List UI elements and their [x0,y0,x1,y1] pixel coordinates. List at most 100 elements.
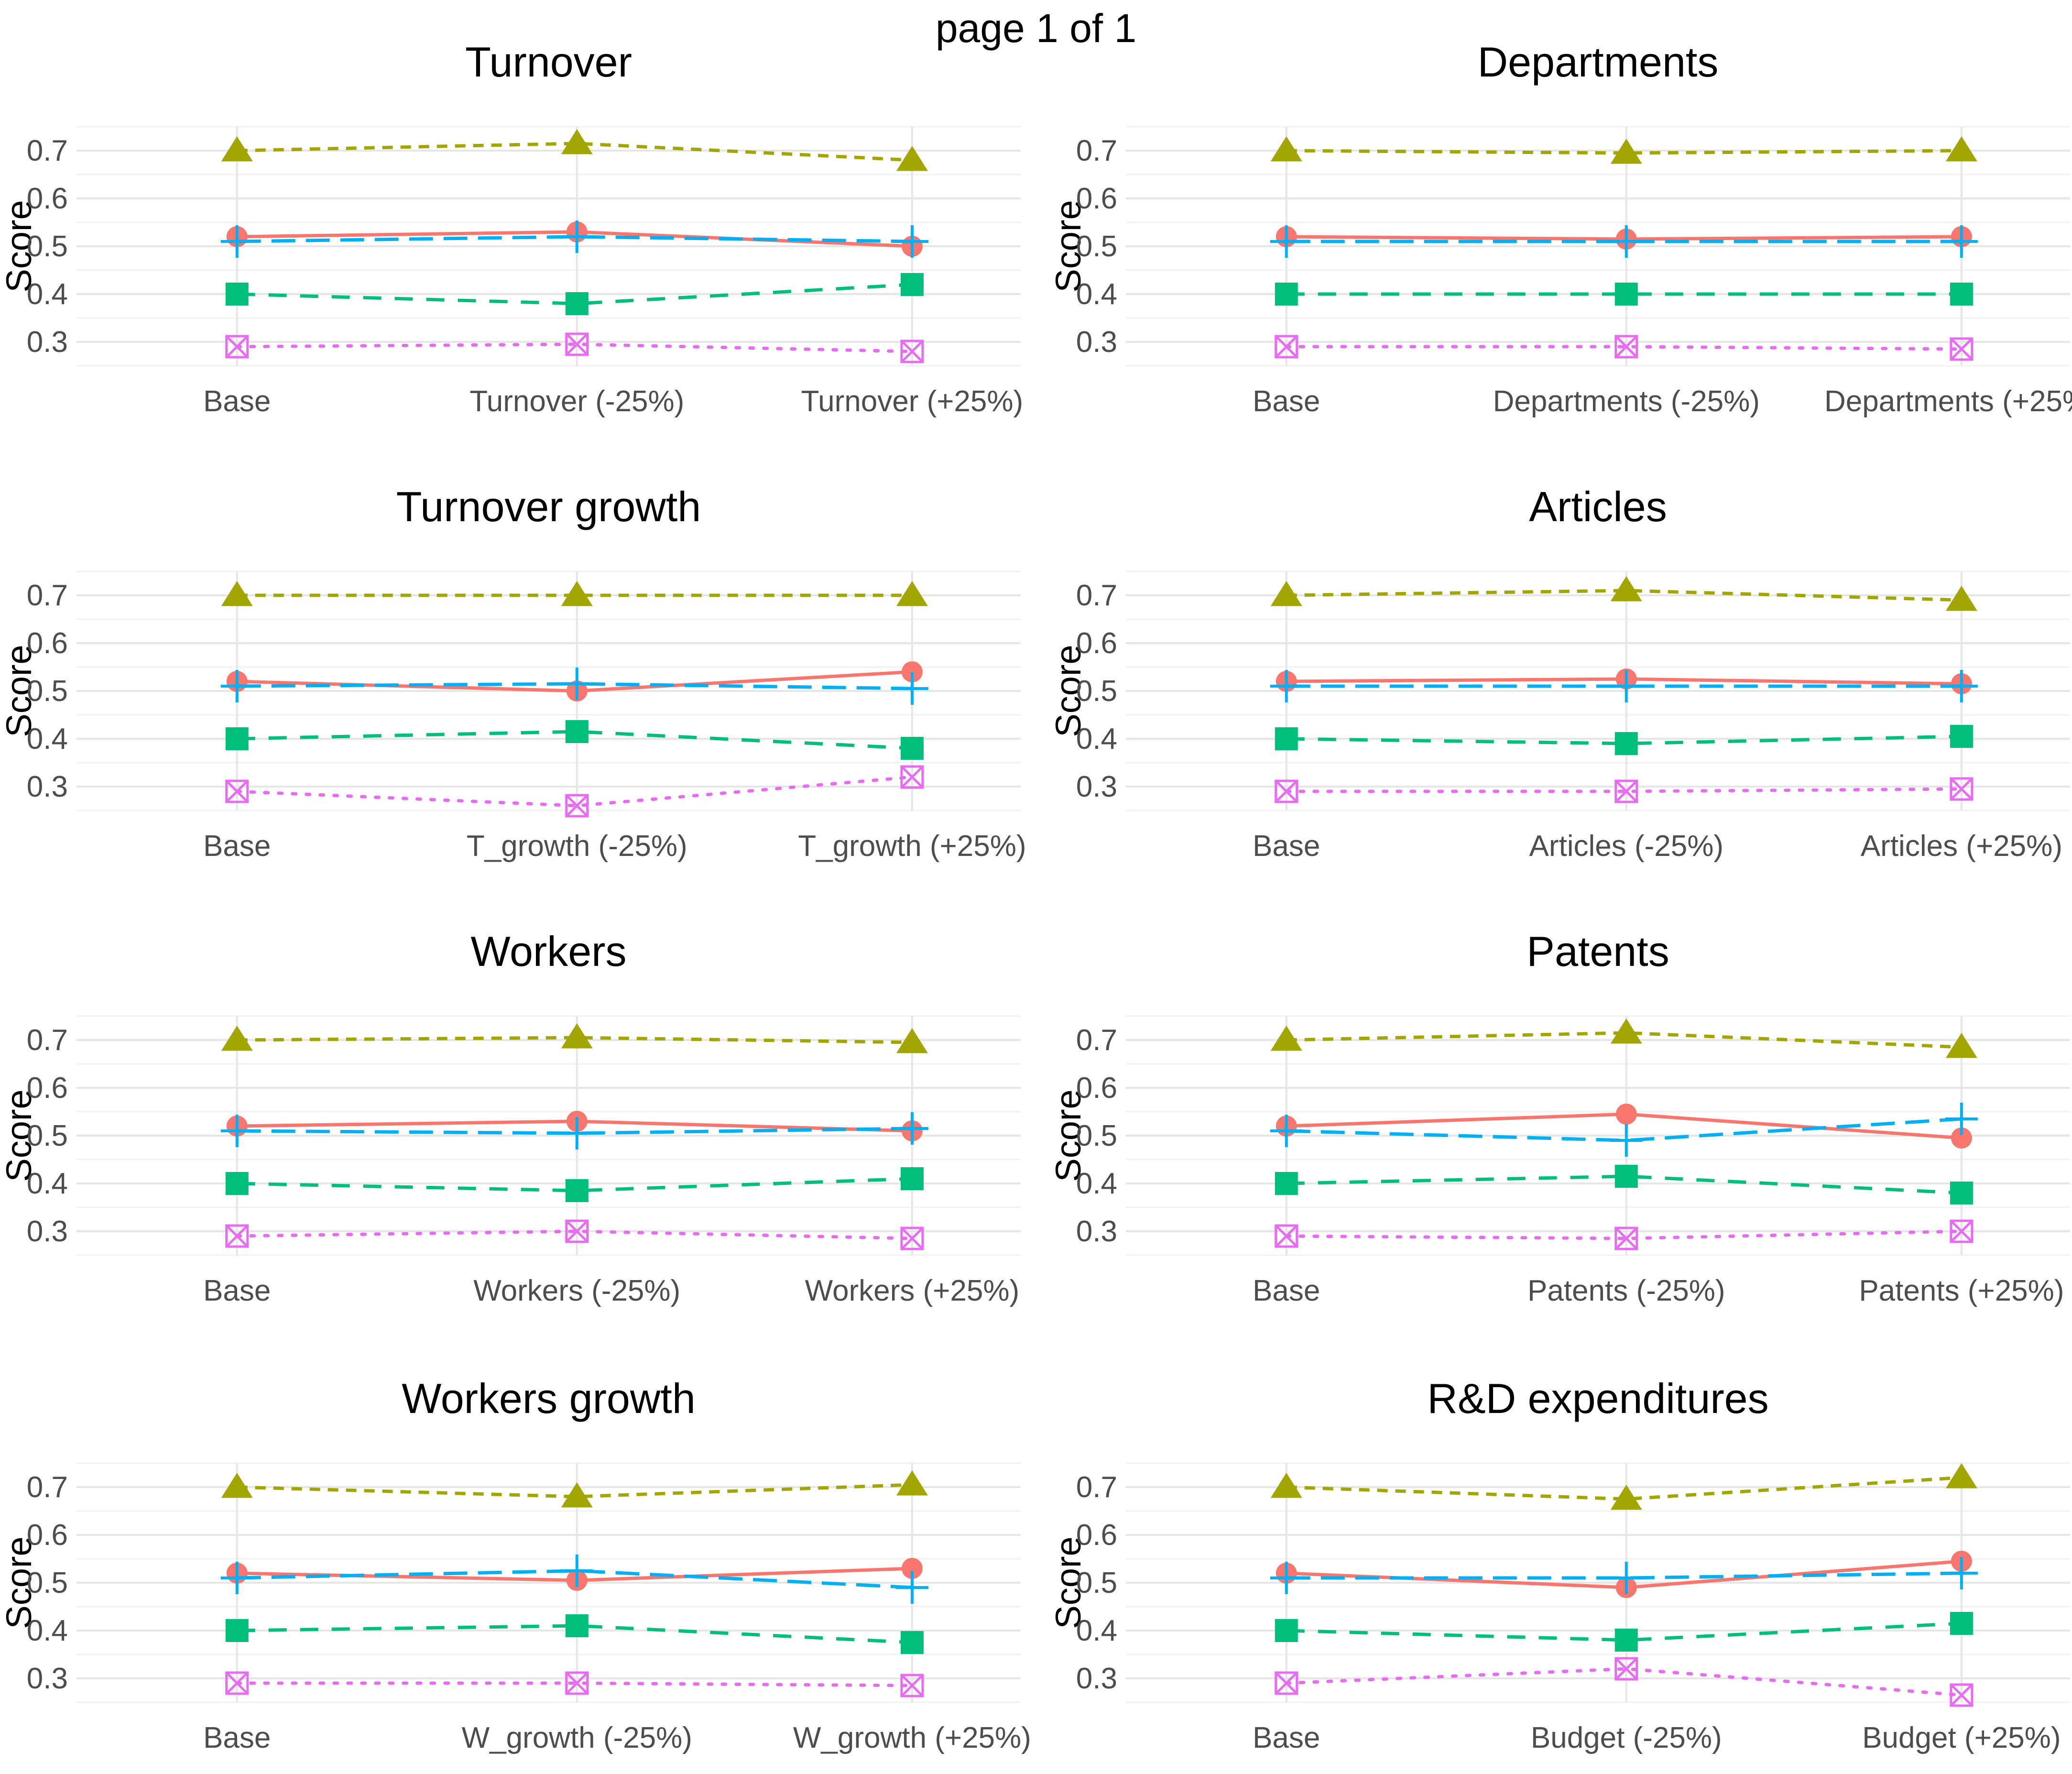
point-boxx-box [225,1224,249,1248]
panel-title: Articles [1529,483,1667,530]
y-tick-label: 0.3 [27,770,68,803]
x-tick-label: Workers (-25%) [473,1274,680,1307]
series-line-plus [237,682,912,690]
point-plus [560,220,593,253]
point-boxx [900,1226,924,1250]
point-boxx-box [1275,1224,1298,1248]
point-boxx-box [565,794,589,818]
panel-title: Patents [1527,928,1669,975]
series-plus [1270,225,1978,258]
point-triangle [896,1028,928,1053]
series-plus [1270,670,1978,702]
point-plus [1945,1557,1978,1589]
point-triangle [1610,139,1642,164]
y-tick-label: 0.7 [1076,1024,1117,1057]
point-plus [560,1117,593,1150]
x-tick-label: Patents (-25%) [1527,1274,1725,1307]
point-triangle [896,146,928,171]
point-triangle [561,581,593,606]
point-boxx-diag2 [225,1672,249,1695]
series-line-plus [237,235,912,243]
series-triangle [221,1023,928,1053]
x-tick-label: W_growth (+25%) [793,1721,1031,1754]
x-tick-label: Base [1253,1274,1320,1307]
y-tick-label: 0.3 [1076,1215,1117,1248]
y-axis-label: Score [1048,1536,1088,1629]
point-boxx-box [1275,779,1298,803]
point-plus [1270,225,1303,258]
point-boxx-diag2 [1614,1657,1638,1680]
point-plus [1610,670,1643,702]
point-boxx [225,335,249,359]
point-boxx [1950,337,1974,361]
series-circle [226,1111,923,1141]
panel-title: Turnover growth [396,483,701,530]
point-square [900,273,924,296]
x-tick-label: Base [203,1721,271,1754]
y-tick-label: 0.4 [1076,1614,1117,1647]
point-triangle [561,1023,593,1049]
point-boxx-diag2 [225,335,249,358]
x-tick-label: Workers (+25%) [805,1274,1019,1307]
point-circle [1951,1128,1972,1149]
point-triangle [896,581,928,606]
point-boxx-box [565,1671,589,1695]
y-tick-label: 0.5 [1076,1566,1117,1599]
point-boxx [1614,1657,1638,1681]
y-tick-label: 0.3 [1076,1662,1117,1695]
series-line-boxx [235,342,914,353]
point-plus [1270,1115,1303,1147]
point-boxx [1614,335,1638,359]
point-plus [895,672,928,705]
point-boxx [1950,1219,1974,1243]
point-triangle [1270,1026,1302,1051]
panel-title: Turnover [465,38,632,86]
point-boxx [1275,779,1298,803]
y-tick-label: 0.6 [27,1072,68,1105]
series-line-triangle [237,142,913,162]
point-square [1614,732,1638,755]
point-triangle [1610,1485,1642,1510]
point-boxx-box [225,335,249,359]
point-plus [560,668,593,700]
series-square [225,1614,924,1654]
series-plus [220,220,928,258]
point-plus [1610,225,1643,258]
point-square [1275,1619,1298,1642]
y-tick-label: 0.7 [1076,134,1117,167]
point-boxx-box [900,339,924,363]
point-boxx-box [1950,1683,1974,1707]
point-boxx-diag2 [1275,1225,1298,1248]
point-boxx-diag2 [1950,338,1973,361]
point-boxx-diag2 [1275,780,1298,803]
series-square [1275,283,1973,306]
point-boxx [1614,1226,1638,1250]
y-axis-label: Score [0,1536,39,1629]
point-boxx-diag2 [1950,1220,1973,1243]
point-boxx-box [900,1674,924,1697]
y-tick-label: 0.4 [27,1614,68,1647]
y-tick-label: 0.6 [27,627,68,660]
y-tick-label: 0.4 [27,278,68,311]
x-tick-label: Budget (-25%) [1531,1721,1722,1754]
point-boxx-box [565,1219,589,1243]
point-boxx-box [1950,777,1974,801]
point-boxx-diag2 [1275,335,1298,358]
point-boxx-box [565,332,589,356]
point-triangle [221,136,253,162]
point-boxx [1950,1683,1974,1707]
point-boxx-diag2 [1950,777,1973,800]
point-plus [1945,1103,1978,1135]
point-triangle [896,1470,928,1496]
x-tick-label: Turnover (+25%) [801,385,1024,418]
series-line-plus [1286,1571,1962,1580]
point-triangle [221,1473,253,1498]
series-plus [220,668,928,705]
point-square [1950,725,1973,748]
point-triangle [1945,1033,1977,1058]
gridlines [76,1462,1021,1703]
point-triangle [1270,1473,1302,1498]
y-tick-label: 0.6 [27,1519,68,1552]
series-square [225,273,924,315]
